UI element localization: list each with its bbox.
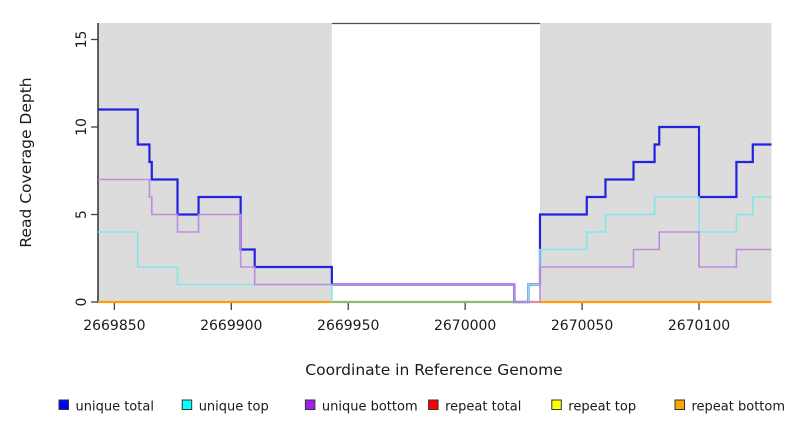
- legend-swatch-repeat-total: [428, 399, 439, 410]
- y-axis-title: Read Coverage Depth: [17, 77, 35, 247]
- legend-layer: unique total unique top unique bottom repea…: [58, 399, 786, 415]
- x-tick-label: 2670100: [668, 318, 730, 334]
- legend-label-unique-total: unique total: [76, 400, 154, 415]
- legend-swatch-unique-total: [58, 399, 69, 410]
- shaded-repeat-region-1: [98, 23, 332, 303]
- y-tick-label: 10: [74, 118, 90, 136]
- x-tick-label: 2670000: [434, 318, 496, 334]
- legend-label-unique-bottom: unique bottom: [322, 400, 418, 415]
- panel-layer: [98, 22, 772, 303]
- legend-label-repeat-total: repeat total: [445, 400, 521, 415]
- y-tick-label: 0: [74, 298, 90, 307]
- series-line-unique-bottom: [98, 178, 772, 303]
- x-tick-label: 2670050: [551, 318, 613, 334]
- series-layer: [98, 108, 772, 304]
- x-tick-label: 2669900: [200, 318, 262, 334]
- legend-swatch-unique-top: [181, 399, 193, 410]
- x-axis-title: Coordinate in Reference Genome: [305, 361, 562, 379]
- legend-label-unique-top: unique top: [199, 400, 269, 415]
- axis-layer: 0 5 10 15 2669850 2669900 2669950 2670000 267005…: [74, 23, 730, 334]
- shaded-repeat-region-2: [539, 23, 772, 303]
- legend-label-repeat-bottom: repeat bottom: [692, 400, 786, 415]
- y-tick-label: 5: [74, 210, 90, 219]
- series-line-unique-top: [98, 196, 772, 303]
- legend-label-repeat-top: repeat top: [568, 400, 636, 415]
- x-tick-label: 2669950: [317, 318, 379, 334]
- legend-swatch-repeat-bottom: [674, 399, 685, 410]
- legend-swatch-unique-bottom: [304, 399, 316, 410]
- legend-swatch-repeat-top: [551, 399, 562, 410]
- x-tick-label: 2669850: [83, 318, 145, 334]
- y-tick-label: 15: [74, 31, 90, 49]
